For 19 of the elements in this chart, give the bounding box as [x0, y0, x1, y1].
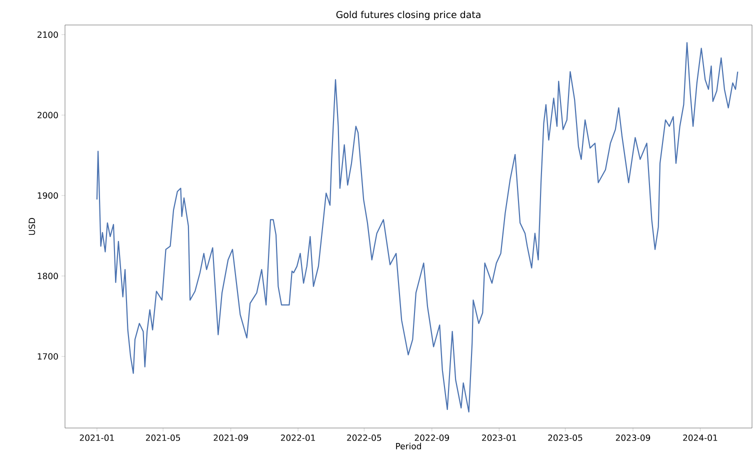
x-tick-label: 2021-09	[214, 434, 248, 441]
x-tick-label: 2021-05	[146, 434, 180, 441]
x-tick-label: 2023-01	[482, 434, 516, 441]
x-tick-label: 2021-01	[80, 434, 114, 441]
x-tick-label: 2022-01	[280, 434, 315, 441]
x-tick-label: 2024-01	[683, 434, 718, 441]
y-tick-label: 1800	[38, 272, 58, 280]
x-tick-label: 2022-05	[347, 434, 382, 441]
y-tick-label: 2100	[38, 31, 58, 38]
chart-title: Gold futures closing price data	[336, 10, 480, 20]
x-tick-label: 2023-05	[548, 434, 582, 441]
y-tick-label: 1700	[38, 353, 58, 360]
x-tick-label: 2022-09	[414, 434, 450, 441]
y-axis-title: USD	[28, 218, 36, 235]
y-tick-label: 2000	[38, 112, 58, 118]
x-tick-label: 2023-09	[616, 434, 650, 441]
line-series	[96, 42, 738, 412]
x-axis-title: Period	[396, 442, 421, 450]
y-tick-label: 1900	[38, 192, 58, 199]
